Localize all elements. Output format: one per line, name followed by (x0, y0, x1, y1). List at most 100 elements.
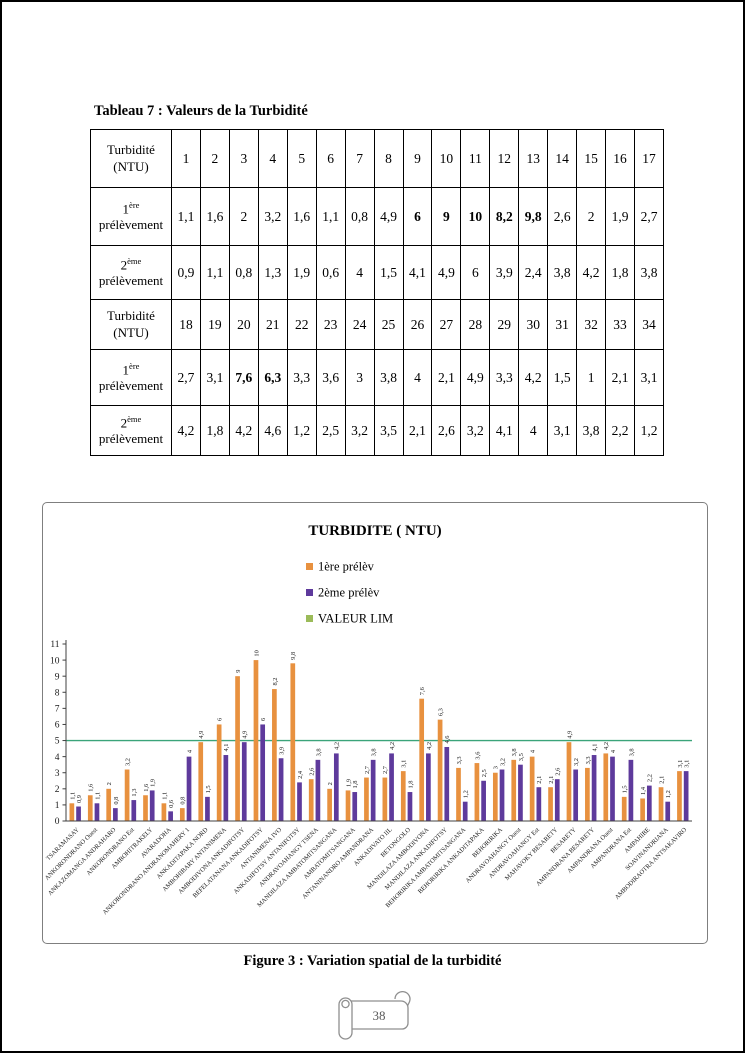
bar-value-label: 3,2 (124, 758, 131, 766)
bar-value-label: 1,6 (143, 784, 150, 792)
table-cell: 4,1 (402, 245, 433, 300)
table-cell: 26 (402, 299, 433, 350)
table-cell: 18 (171, 299, 201, 350)
table-cell: 4,2 (228, 405, 259, 456)
bar-prelev2 (481, 780, 486, 821)
bar-prelev1 (345, 790, 351, 821)
table-cell: 1,2 (286, 405, 317, 456)
table-cell: 20 (228, 299, 259, 350)
table-cell: 3,1 (199, 349, 230, 406)
bar-value-label: 9,8 (290, 652, 297, 660)
table-cell: 5 (286, 129, 317, 188)
table-cell: 1,9 (286, 245, 317, 300)
table-row-label: Turbidité (NTU) (90, 129, 172, 188)
table-cell: 3,5 (373, 405, 404, 456)
table-cell: 4 (518, 405, 549, 456)
table-cell: 3,1 (634, 349, 664, 406)
table-cell: 27 (431, 299, 462, 350)
y-axis-tick-label: 9 (55, 672, 60, 682)
bar-prelev2 (241, 742, 247, 821)
table-row: 1ère prélèvement 2,7 3,1 7,6 6,3 3,3 3,6 3 3,8 4 2,… (90, 349, 664, 406)
bar-prelev1 (87, 795, 93, 821)
table-cell: 22 (286, 299, 317, 350)
bar-prelev2 (610, 756, 615, 821)
legend-swatch-prelev2 (306, 589, 313, 596)
table-cell: 1,6 (286, 187, 317, 246)
table-cell: 3,2 (257, 187, 288, 246)
bar-prelev2 (260, 724, 266, 821)
bar-value-label: 2,6 (309, 768, 316, 776)
bar-prelev2 (94, 803, 100, 821)
table-cell: 4 (344, 245, 375, 300)
table-cell: 33 (605, 299, 635, 350)
table-cell: 4,1 (489, 405, 520, 456)
bar-value-label: 1,1 (69, 792, 76, 800)
table-cell: 2,1 (402, 405, 433, 456)
bar-prelev1 (511, 759, 517, 821)
bar-value-label: 6,3 (437, 708, 444, 716)
bar-prelev1 (161, 803, 167, 821)
bar-value-label: 4,9 (566, 731, 573, 739)
bar-prelev2 (315, 759, 321, 821)
table-cell: 4 (402, 349, 433, 406)
bar-prelev1 (456, 767, 461, 821)
bar-value-label: 4,9 (198, 731, 205, 739)
table-cell: 2,7 (171, 349, 201, 406)
table-cell: 8,2 (489, 187, 520, 246)
bar-value-label: 1,2 (463, 790, 470, 798)
bar-prelev1 (69, 803, 75, 821)
table-cell: 0,8 (344, 187, 375, 246)
legend-label-valeur-lim: VALEUR LIM (318, 612, 393, 626)
table-cell: 6 (460, 245, 491, 300)
bar-prelev2 (683, 771, 689, 821)
table-cell: 15 (576, 129, 607, 188)
table-cell: 24 (344, 299, 375, 350)
bar-prelev2 (370, 759, 376, 821)
bar-value-label: 1,1 (161, 792, 168, 800)
table-cell: 4,2 (171, 405, 201, 456)
bar-prelev1 (603, 753, 609, 821)
bar-prelev2 (297, 782, 302, 821)
table-row-label: Turbidité (NTU) (90, 299, 172, 350)
bar-prelev2 (149, 790, 155, 821)
bar-value-label: 3,6 (474, 752, 481, 760)
table-row: 2ème prélèvement 0,9 1,1 0,8 1,3 1,9 0,6 4 1,5 4,1… (90, 245, 664, 300)
bar-value-label: 2,1 (658, 776, 665, 784)
table-cell: 4,9 (373, 187, 404, 246)
chart-legend: 1ère prélèv 2ème prélèv VALEUR LIM (306, 560, 393, 626)
table-cell: 4,2 (576, 245, 607, 300)
bar-prelev1 (382, 777, 388, 821)
table-cell: 29 (489, 299, 520, 350)
bar-value-label: 4,1 (223, 744, 230, 752)
bar-prelev2 (389, 753, 394, 821)
y-axis-tick-label: 11 (50, 640, 59, 650)
bar-value-label: 3,5 (518, 753, 525, 761)
table-cell: 34 (634, 299, 664, 350)
bar-value-label: 3,1 (401, 760, 408, 768)
bar-value-label: 2,7 (364, 765, 371, 774)
chart-title: TURBIDITE ( NTU) (308, 523, 441, 539)
bar-value-label: 4 (530, 749, 537, 753)
bar-value-label: 6 (217, 718, 224, 721)
chart-canvas: TURBIDITE ( NTU) 1ère prélèv 2ème prélèv… (44, 523, 692, 916)
bar-prelev1 (621, 796, 627, 821)
table-cell: 13 (518, 129, 549, 188)
bar-prelev1 (585, 767, 590, 821)
y-axis-tick-label: 4 (55, 753, 60, 763)
bar-value-label: 3,2 (499, 758, 506, 766)
bar-prelev2 (76, 806, 81, 821)
table-cell: 3,8 (576, 405, 607, 456)
table-cell: 1,1 (199, 245, 230, 300)
table-cell: 3,3 (489, 349, 520, 406)
table-cell: 3,8 (547, 245, 578, 300)
bar-prelev2 (407, 792, 413, 821)
bar-value-label: 3,3 (456, 756, 463, 764)
bar-value-label: 4 (186, 749, 193, 753)
table-cell: 2,2 (605, 405, 635, 456)
bar-prelev2 (628, 759, 634, 821)
bar-value-label: 1,5 (205, 785, 212, 793)
table-cell: 25 (373, 299, 404, 350)
table-cell: 9 (402, 129, 433, 188)
